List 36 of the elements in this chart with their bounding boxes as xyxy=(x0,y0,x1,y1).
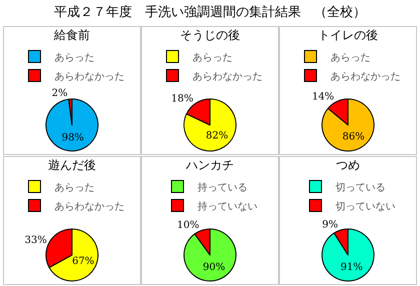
data-label: 10% xyxy=(176,220,200,231)
legend-label: あらわなかった xyxy=(54,68,124,82)
legend-label: 切っていない xyxy=(336,198,396,212)
chart-title: つめ xyxy=(336,158,360,172)
chart-title: 給食前 xyxy=(53,28,90,42)
data-label: 90% xyxy=(202,262,226,273)
text: 平成２７年度 手洗い強調週間の集計結果 （全校） xyxy=(53,4,367,22)
legend-label: 持っていない xyxy=(198,198,258,212)
legend-label: 切っている xyxy=(336,179,386,194)
legend-label: あらった xyxy=(330,49,370,64)
data-label: 33% xyxy=(24,234,47,246)
chart-title: そうじの後 xyxy=(180,28,240,42)
data-label: 67% xyxy=(72,256,94,268)
legend-label: あらわなかった xyxy=(192,68,262,82)
pie-slice xyxy=(48,228,98,282)
pie-slice xyxy=(184,228,236,282)
data-label: 14% xyxy=(312,91,334,102)
data-label: 18% xyxy=(171,94,194,105)
data-label: 98% xyxy=(62,132,84,144)
chart-title: ハンカチ xyxy=(185,158,234,172)
data-label: 2% xyxy=(52,88,68,100)
chart-title: 遊んだ後 xyxy=(48,158,96,172)
data-label: 91% xyxy=(340,262,363,273)
pie-slice xyxy=(322,228,374,282)
legend-label: あらった xyxy=(192,49,232,64)
legend-label: あらわなかった xyxy=(54,198,124,212)
data-label: 86% xyxy=(342,131,365,142)
data-label: 9% xyxy=(322,219,338,230)
legend-label: あらった xyxy=(54,49,94,64)
pie-slice xyxy=(46,98,98,152)
chart-title: トイレの後 xyxy=(318,28,378,42)
legend-label: あらわなかった xyxy=(330,68,400,82)
legend-label: 持っている xyxy=(198,179,248,194)
pie-slice xyxy=(322,98,374,152)
legend-label: あらった xyxy=(54,179,94,194)
data-label: 82% xyxy=(206,130,228,142)
